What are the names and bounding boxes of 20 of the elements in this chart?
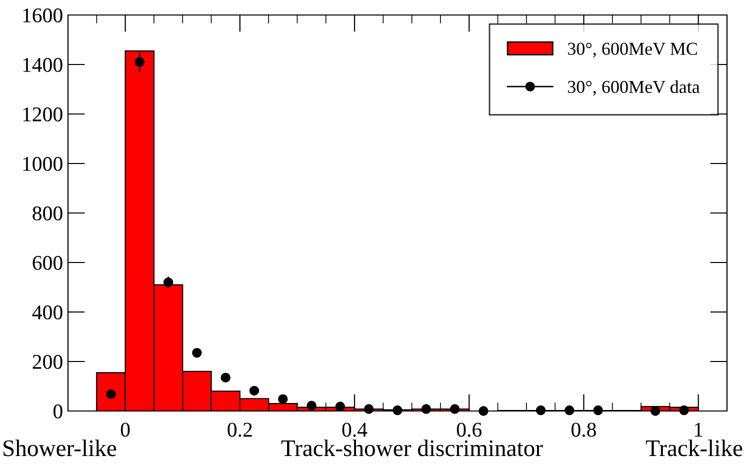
x-tick-label: 1 <box>694 422 702 437</box>
y-tick-label: 1000 <box>23 156 62 171</box>
y-tick-label: 600 <box>32 256 62 270</box>
text: Shower-like <box>4 440 116 456</box>
x-tick-label: 0.6 <box>456 422 482 437</box>
legend-label: 30°, 600MeV MC <box>568 42 697 58</box>
y-tick-label: 200 <box>32 354 62 369</box>
x-axis-title: Track-shower discriminator <box>281 440 543 456</box>
text: Track-like <box>646 440 742 456</box>
y-tick-label: 1400 <box>23 58 62 72</box>
y-tick-label: 1200 <box>23 107 62 122</box>
y-tick-label: 1600 <box>23 8 62 22</box>
x-tick-label: 0 <box>120 422 130 437</box>
legend-label: 30°, 600MeV data <box>568 80 700 96</box>
x-tick-label: 0.8 <box>572 422 596 437</box>
y-tick-label: 400 <box>32 305 62 320</box>
x-tick-label: 0.2 <box>228 422 252 437</box>
x-tick-label: 0.4 <box>342 422 368 437</box>
y-tick-label: 0 <box>54 404 62 418</box>
y-tick-label: 800 <box>32 206 62 220</box>
